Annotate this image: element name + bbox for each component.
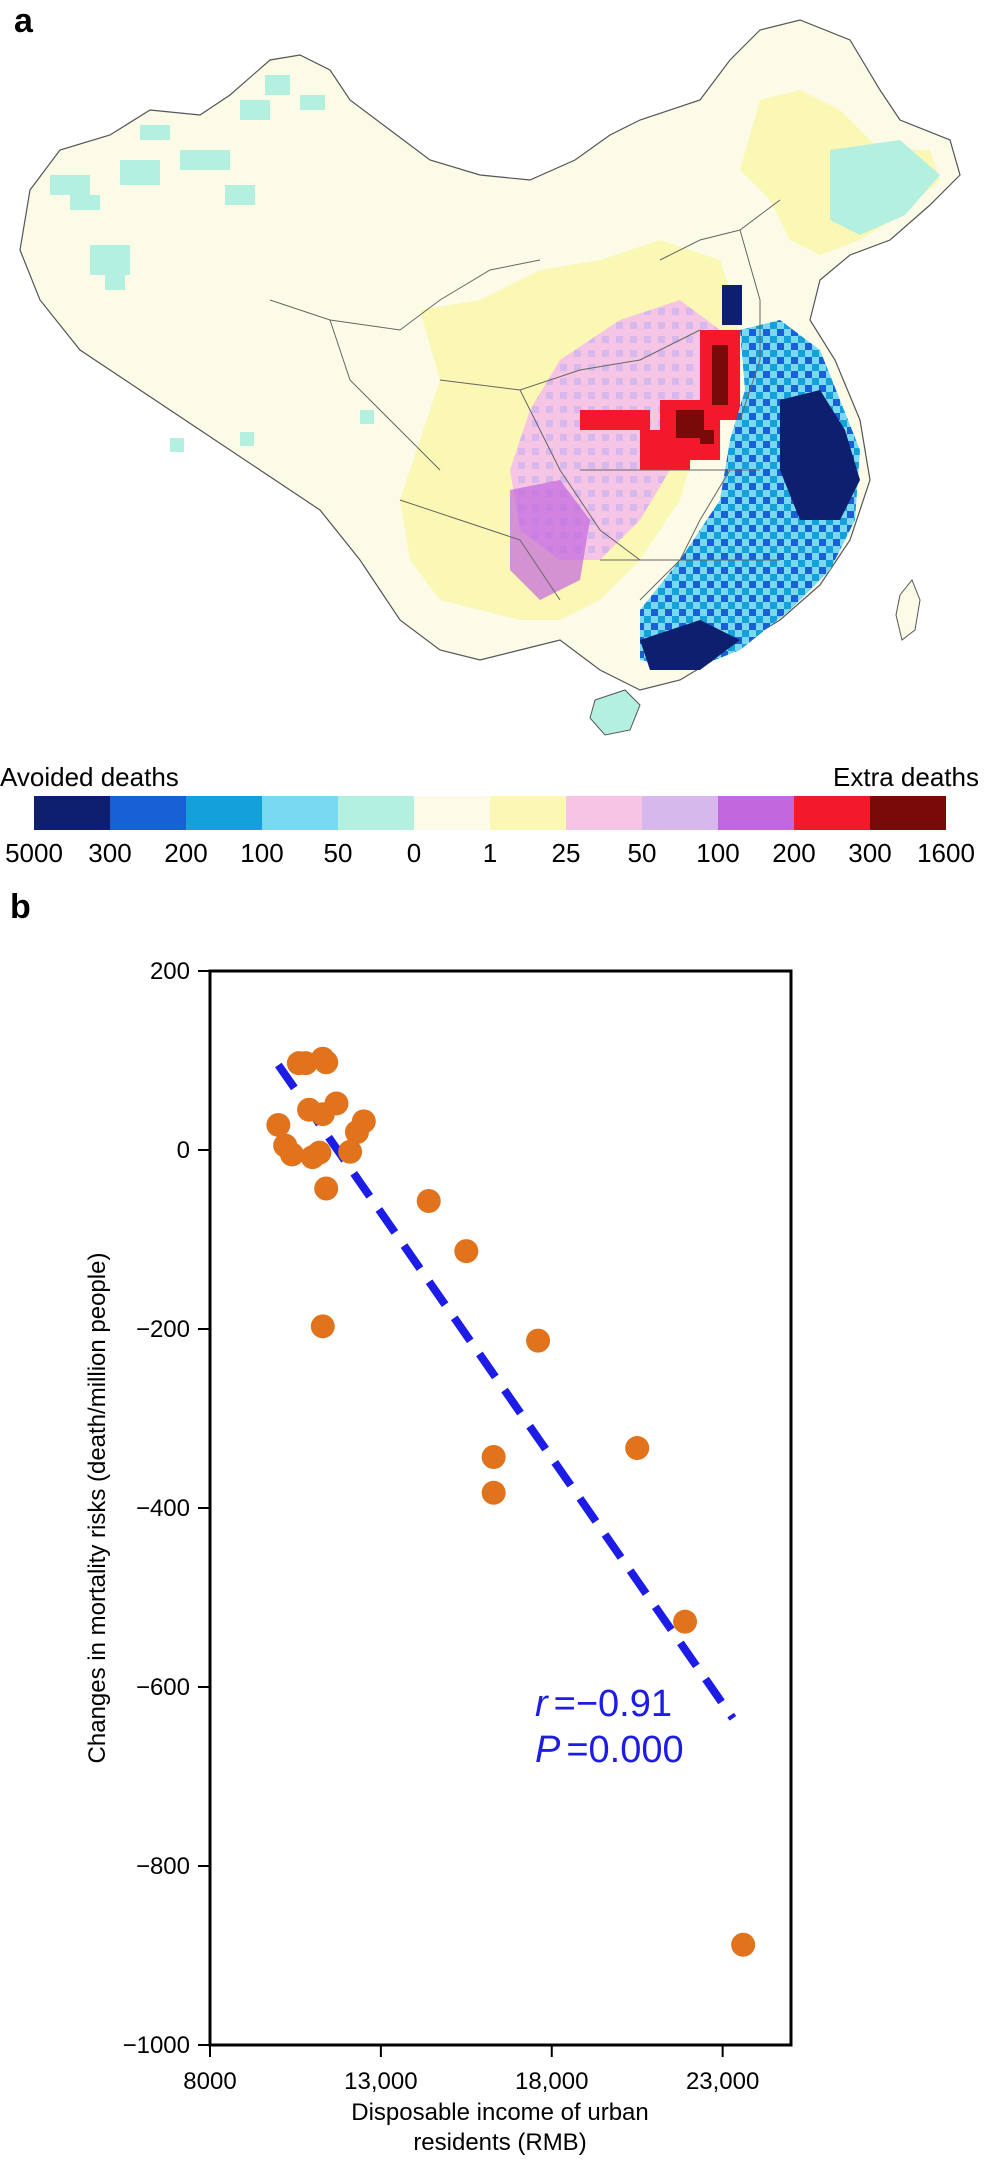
data-point: [344, 1120, 369, 1145]
legend-swatch: [414, 796, 490, 830]
x-axis-label-line2: residents (RMB): [413, 2129, 586, 2156]
data-point: [314, 1050, 339, 1075]
p-value-annotation: P =0.000: [535, 1729, 684, 1771]
legend-extra-label: Extra deaths: [833, 762, 979, 792]
hotspot-darkred: [676, 345, 728, 444]
legend-swatch: [34, 796, 110, 830]
data-point: [481, 1444, 506, 1469]
r-value: =−0.91: [554, 1683, 672, 1725]
legend-tick-label: 25: [551, 838, 581, 868]
legend-tick-label: 300: [88, 838, 132, 868]
panel-label-b: b: [10, 888, 31, 926]
legend-swatch: [490, 796, 566, 830]
y-tick-label: −200: [136, 1316, 190, 1343]
legend-tick-label: 100: [696, 838, 740, 868]
data-point: [526, 1328, 551, 1353]
data-point: [454, 1239, 479, 1264]
y-tick-label: −800: [136, 1853, 190, 1880]
y-axis-label: Changes in mortality risks (death/millio…: [84, 1253, 111, 1764]
legend-swatch: [110, 796, 186, 830]
taiwan-island: [895, 579, 921, 641]
data-point: [266, 1112, 291, 1137]
y-tick-label: −400: [136, 1495, 190, 1522]
r-symbol: r: [535, 1683, 549, 1725]
p-value: =0.000: [566, 1729, 683, 1771]
legend-tick-label: 300: [848, 838, 892, 868]
legend-tick-label: 50: [627, 838, 657, 868]
data-point: [338, 1139, 363, 1164]
hotspot-red: [580, 330, 740, 470]
legend-tick-label: 1: [482, 838, 498, 868]
legend-swatch: [186, 796, 262, 830]
data-point: [280, 1142, 305, 1167]
legend-swatch: [642, 796, 718, 830]
province-boundaries: [269, 199, 781, 601]
p-symbol: P: [535, 1729, 561, 1771]
legend-swatch: [338, 796, 414, 830]
legend-tick-label: 50: [323, 838, 353, 868]
y-tick-label: 0: [177, 1137, 190, 1164]
legend-tick-label: 200: [772, 838, 816, 868]
y-axis: 200 0 −200 −400 −600 −800 −1000: [123, 958, 210, 2059]
data-point: [307, 1140, 332, 1165]
legend-tick-label: 5000: [5, 838, 63, 868]
data-point: [625, 1436, 650, 1461]
legend-tick-label: 1600: [917, 838, 975, 868]
plot-frame: [208, 969, 793, 2047]
legend-swatch: [794, 796, 870, 830]
data-point: [673, 1609, 698, 1634]
y-tick-label: −1000: [123, 2032, 190, 2059]
x-axis-label-line1: Disposable income of urban: [351, 2099, 649, 2126]
legend-swatch: [262, 796, 338, 830]
y-tick-label: 200: [150, 958, 190, 985]
correlation-annotation: r =−0.91: [535, 1683, 672, 1725]
data-point: [310, 1314, 335, 1339]
data-point: [731, 1932, 756, 1957]
china-map: [19, 19, 961, 736]
scatter-plot: 200 0 −200 −400 −600 −800 −1000 8000 13,000 18,0…: [84, 958, 793, 2156]
legend-tick-label: 0: [406, 838, 422, 868]
data-point: [416, 1189, 441, 1214]
x-tick-label: 23,000: [686, 2068, 759, 2095]
legend-avoided-label: Avoided deaths: [0, 762, 179, 792]
x-tick-label: 18,000: [515, 2068, 588, 2095]
legend-swatch: [718, 796, 794, 830]
data-points: [266, 1046, 756, 1957]
x-tick-label: 8000: [183, 2068, 236, 2095]
legend-tick-label: 100: [240, 838, 284, 868]
data-point: [324, 1091, 349, 1116]
x-tick-label: 13,000: [344, 2068, 417, 2095]
panel-label-a: a: [14, 2, 33, 40]
data-point: [481, 1480, 506, 1505]
xinjiang-patches: [50, 75, 374, 452]
legend-color-bar: [34, 796, 946, 830]
hainan-island: [589, 689, 641, 736]
legend-swatch: [870, 796, 946, 830]
legend-swatch: [566, 796, 642, 830]
x-axis: 8000 13,000 18,000 23,000: [183, 2045, 759, 2095]
data-point: [314, 1176, 339, 1201]
y-tick-label: −600: [136, 1674, 190, 1701]
regression-line: [275, 1062, 737, 1721]
legend-tick-label: 200: [164, 838, 208, 868]
